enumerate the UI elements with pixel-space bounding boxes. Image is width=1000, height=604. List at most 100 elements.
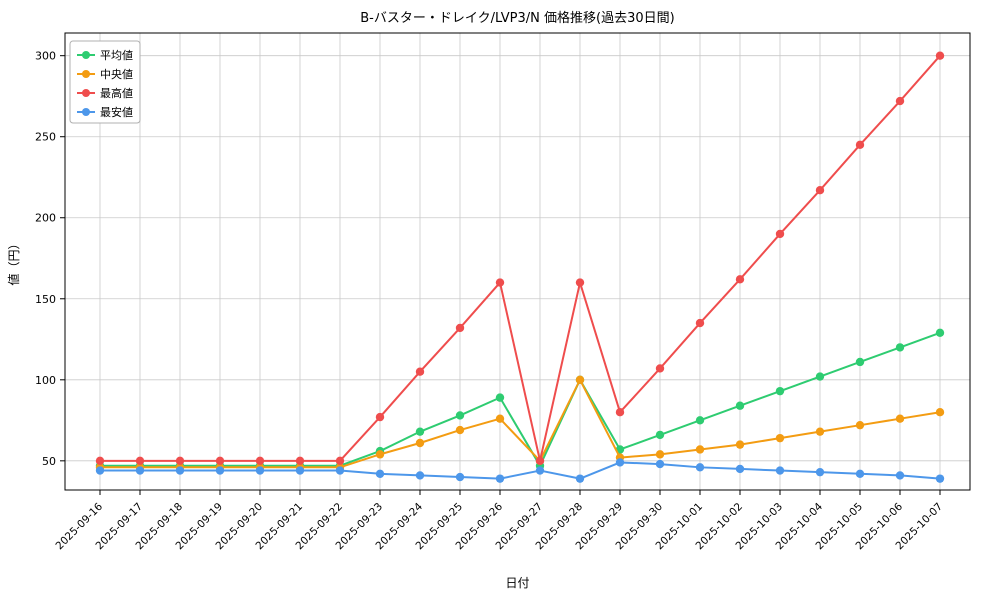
- legend-item-average: 平均値: [77, 49, 133, 62]
- series-lowest-marker: [935, 474, 945, 483]
- series-median-marker: [815, 427, 825, 436]
- series-average-marker: [695, 416, 705, 425]
- series-median-marker: [495, 414, 505, 423]
- series-lowest-marker: [495, 474, 505, 483]
- series-lowest-marker: [375, 469, 385, 478]
- series-lowest-marker: [535, 466, 545, 475]
- series-highest-marker: [335, 456, 345, 466]
- legend-label: 中央値: [100, 68, 133, 81]
- series-lowest-marker: [135, 466, 145, 475]
- series-highest-marker: [815, 185, 825, 195]
- series-highest-marker: [895, 96, 905, 106]
- series-average-marker: [655, 430, 665, 440]
- series-highest-marker: [735, 275, 745, 284]
- series-highest-marker: [695, 318, 705, 328]
- series-average-marker: [895, 343, 905, 352]
- series-lowest-marker: [695, 463, 705, 472]
- series-lowest-marker: [655, 459, 665, 469]
- series-lowest-marker: [895, 471, 905, 480]
- series-highest-marker: [375, 412, 385, 422]
- series-average-marker: [935, 328, 945, 338]
- legend-marker-sample: [82, 89, 90, 97]
- x-axis-label: 日付: [505, 576, 529, 590]
- series-highest-marker: [935, 51, 945, 60]
- series-highest-marker: [495, 278, 505, 287]
- series-lowest-marker: [415, 471, 425, 480]
- series-lowest-marker: [255, 466, 265, 475]
- series-highest-marker: [175, 456, 185, 466]
- series-average-marker: [495, 393, 505, 402]
- series-highest-marker: [135, 456, 145, 466]
- y-axis-label: 値（円）: [6, 237, 21, 285]
- series-lowest-marker: [735, 464, 745, 474]
- series-highest-marker: [615, 408, 625, 417]
- series-lowest-marker: [855, 469, 865, 478]
- series-average-marker: [735, 401, 745, 410]
- legend-item-highest: 最高値: [77, 86, 133, 100]
- y-tick-label: 150: [35, 293, 56, 306]
- series-highest-marker: [255, 456, 265, 466]
- legend-marker-sample: [82, 108, 90, 116]
- series-average-marker: [815, 372, 825, 381]
- series-highest-line: [99, 54, 941, 462]
- plot-border: [64, 32, 971, 491]
- series-median-marker: [575, 375, 585, 385]
- y-tick-label: 50: [42, 455, 56, 468]
- series-median-marker: [375, 450, 385, 459]
- series-highest-marker: [655, 364, 665, 373]
- series-median-marker: [935, 408, 945, 417]
- series-median-marker: [855, 420, 865, 430]
- series-median-marker: [655, 450, 665, 459]
- legend-label: 平均値: [100, 49, 133, 62]
- series-highest-marker: [575, 278, 585, 287]
- series-median-marker: [695, 445, 705, 454]
- series-highest: [95, 51, 945, 466]
- series-highest-marker: [95, 456, 105, 466]
- y-tick-label: 300: [35, 50, 56, 63]
- series-median-marker: [455, 425, 465, 435]
- grid: [65, 33, 970, 490]
- series-average-marker: [775, 386, 785, 396]
- series-lowest: [95, 458, 945, 483]
- series-highest-marker: [295, 456, 305, 466]
- series-lowest-marker: [815, 467, 825, 477]
- legend-box: [69, 40, 141, 124]
- series-lowest-marker: [335, 466, 345, 475]
- series-lowest-marker: [95, 466, 105, 475]
- series-highest-marker: [415, 367, 425, 376]
- series-highest-marker: [775, 229, 785, 239]
- series-median-marker: [415, 438, 425, 448]
- series-highest-marker: [855, 140, 865, 150]
- series-average-line: [99, 331, 941, 467]
- series-average-marker: [855, 357, 865, 367]
- legend-label: 最高値: [100, 86, 133, 100]
- legend-item-lowest: 最安値: [77, 105, 133, 119]
- series-median-marker: [735, 440, 745, 449]
- series-median-marker: [775, 433, 785, 443]
- series-lowest-marker: [775, 466, 785, 475]
- series-average-marker: [455, 411, 465, 420]
- legend-label: 最安値: [100, 105, 133, 119]
- y-tick-label: 100: [35, 374, 56, 387]
- series-highest-marker: [535, 456, 545, 466]
- series-highest-marker: [215, 456, 225, 466]
- series-highest-marker: [455, 323, 465, 333]
- series-lowest-marker: [295, 466, 305, 475]
- series-lowest-marker: [575, 474, 585, 483]
- series-lowest-marker: [175, 466, 185, 475]
- series-median-marker: [895, 414, 905, 423]
- legend-marker-sample: [82, 51, 90, 59]
- series-lowest-marker: [615, 458, 625, 467]
- y-tick-label: 250: [35, 131, 56, 144]
- series-lowest-marker: [215, 466, 225, 475]
- y-tick-label: 200: [35, 212, 56, 225]
- chart-title: B-バスター・ドレイク/LVP3/N 価格推移(過去30日間): [360, 10, 674, 26]
- series-lowest-marker: [455, 472, 465, 482]
- series-median-line: [99, 378, 941, 469]
- legend-marker-sample: [82, 70, 90, 78]
- legend-item-median: 中央値: [77, 68, 133, 81]
- series-average-marker: [415, 427, 425, 436]
